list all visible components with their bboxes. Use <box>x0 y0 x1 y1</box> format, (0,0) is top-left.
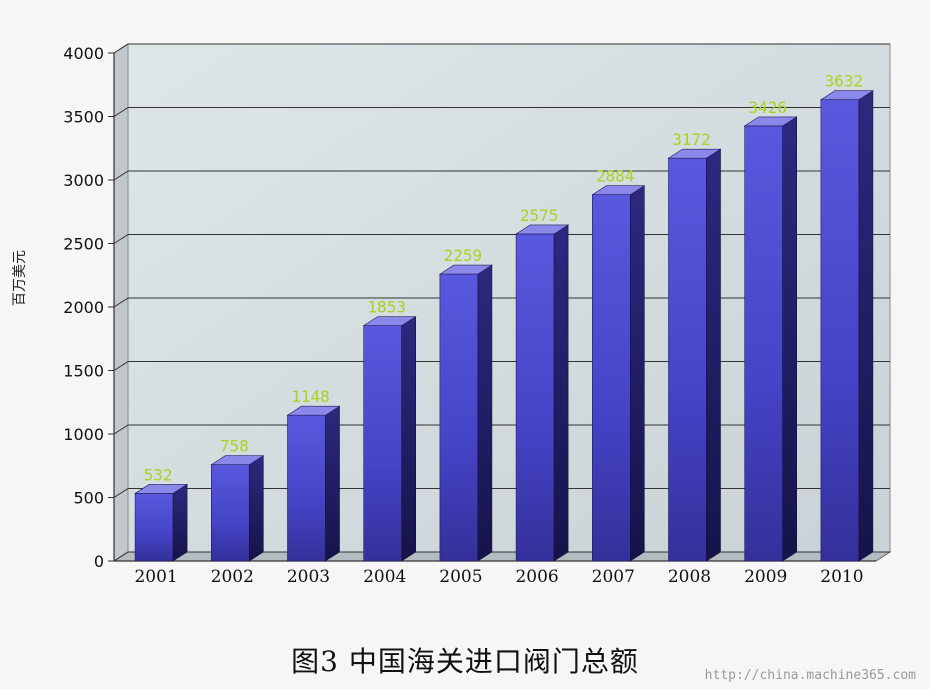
chart-title: 图3 中国海关进口阀门总额 <box>291 645 639 678</box>
gridline-diagonal <box>113 297 129 308</box>
bar-front <box>515 233 555 562</box>
x-tick-label: 2002 <box>211 567 254 587</box>
y-tick-label: 0 <box>94 552 104 571</box>
bar-side <box>172 483 188 562</box>
x-tick-label: 2009 <box>744 567 787 587</box>
y-tick-label: 3000 <box>63 171 104 190</box>
bar-side <box>553 224 569 562</box>
bar-front <box>439 273 479 562</box>
x-tick-label: 2003 <box>287 567 330 587</box>
gridline-diagonal <box>113 488 129 498</box>
y-tick-label: 2500 <box>63 235 104 254</box>
x-tick-label: 2001 <box>134 567 177 587</box>
watermark-text: http://china.machine365.com <box>704 668 916 683</box>
bar-front <box>744 125 784 562</box>
bar-top <box>286 405 341 416</box>
gridline-diagonal <box>113 43 129 54</box>
bar-top <box>438 264 493 275</box>
x-tick-label: 2006 <box>515 567 558 587</box>
bar-top <box>362 316 417 326</box>
bar-side <box>629 185 645 562</box>
gridline-diagonal <box>113 361 129 371</box>
bar-front <box>591 194 631 562</box>
bar-top <box>743 116 798 127</box>
bar-front <box>134 493 174 562</box>
bar-side <box>325 405 340 562</box>
gridline-diagonal <box>113 234 129 244</box>
bar-top <box>667 148 722 159</box>
data-label: 758 <box>220 437 249 456</box>
gridline-diagonal <box>113 551 129 562</box>
data-label: 2575 <box>520 206 559 225</box>
bar-top <box>591 185 646 196</box>
gridline-diagonal <box>113 107 129 117</box>
x-tick-label: 2007 <box>592 567 635 587</box>
bar-top <box>210 455 265 466</box>
y-tick-label: 3500 <box>63 108 104 127</box>
y-tick-label: 2000 <box>63 298 104 317</box>
bar-front <box>211 464 250 562</box>
bar-side <box>401 316 417 562</box>
x-tick-label: 2010 <box>820 567 863 587</box>
y-tick-label: 4000 <box>63 44 104 63</box>
x-tick-label: 2008 <box>668 567 711 587</box>
bar-front <box>363 325 403 562</box>
data-label: 2259 <box>444 246 483 265</box>
data-label: 3172 <box>672 130 711 149</box>
y-tick-label: 1000 <box>63 425 104 444</box>
data-label: 3426 <box>748 98 787 117</box>
bar-front <box>820 99 860 562</box>
bar-front <box>287 414 326 562</box>
data-label: 532 <box>144 465 173 484</box>
bar-chart: 0 500 1000 1500 2000 2500 3000 3500 4000 百万美元 532 2… <box>12 43 892 587</box>
bar-side <box>706 148 721 562</box>
data-label: 3632 <box>825 72 864 91</box>
y-tick-label: 500 <box>73 489 104 508</box>
data-label: 2884 <box>596 167 635 186</box>
data-label: 1148 <box>291 387 330 406</box>
x-tick-label: 2005 <box>439 567 482 587</box>
bar-top <box>515 224 570 235</box>
bar-side <box>477 264 493 562</box>
bar-front <box>668 157 707 562</box>
gridline-diagonal <box>113 424 129 435</box>
bar-side <box>249 455 264 562</box>
bar-side <box>858 90 874 562</box>
gridline-diagonal <box>113 170 129 181</box>
data-label: 1853 <box>367 298 406 317</box>
x-tick-label: 2004 <box>363 567 406 587</box>
y-axis-label: 百万美元 <box>12 250 28 306</box>
y-tick-label: 1500 <box>63 362 104 381</box>
bar-top <box>134 484 189 494</box>
bar-side <box>782 116 798 562</box>
bar-top <box>819 90 874 101</box>
